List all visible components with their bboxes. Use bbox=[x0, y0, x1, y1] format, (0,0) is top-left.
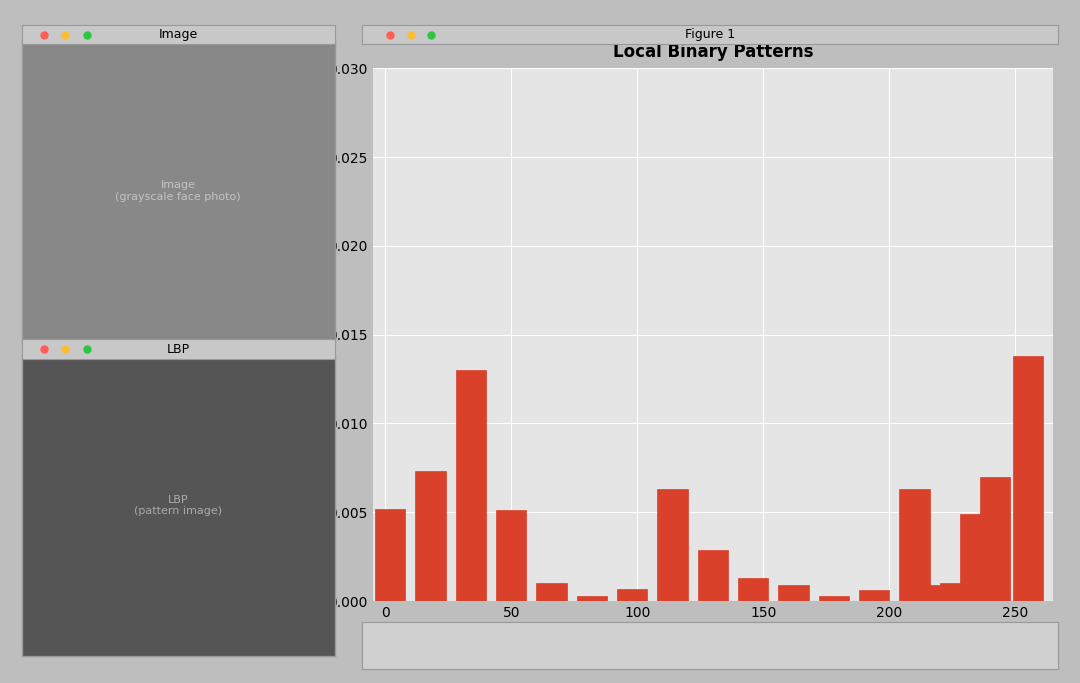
Bar bbox=[416, 471, 446, 601]
Bar bbox=[456, 370, 486, 601]
Bar bbox=[980, 477, 1010, 601]
Bar bbox=[900, 489, 930, 601]
Bar bbox=[859, 590, 889, 601]
Text: LBP: LBP bbox=[166, 342, 190, 356]
X-axis label: LBP Prototype #: LBP Prototype # bbox=[650, 626, 775, 641]
Bar bbox=[738, 578, 768, 601]
Bar bbox=[375, 509, 405, 601]
Text: Figure 1: Figure 1 bbox=[685, 28, 735, 42]
Bar bbox=[779, 585, 809, 601]
Bar bbox=[537, 583, 567, 601]
Text: Image
(grayscale face photo): Image (grayscale face photo) bbox=[116, 180, 241, 202]
Text: Image: Image bbox=[159, 28, 198, 42]
Bar bbox=[960, 514, 990, 601]
Bar bbox=[617, 589, 647, 601]
Bar bbox=[819, 596, 849, 601]
Title: Local Binary Patterns: Local Binary Patterns bbox=[612, 43, 813, 61]
Bar bbox=[1013, 356, 1043, 601]
Text: LBP
(pattern image): LBP (pattern image) bbox=[134, 494, 222, 516]
Bar bbox=[496, 510, 526, 601]
Bar bbox=[658, 489, 688, 601]
Y-axis label: % of Pixels: % of Pixels bbox=[308, 294, 323, 376]
Bar bbox=[698, 550, 728, 601]
Bar bbox=[919, 585, 949, 601]
Bar bbox=[577, 596, 607, 601]
Bar bbox=[940, 583, 970, 601]
